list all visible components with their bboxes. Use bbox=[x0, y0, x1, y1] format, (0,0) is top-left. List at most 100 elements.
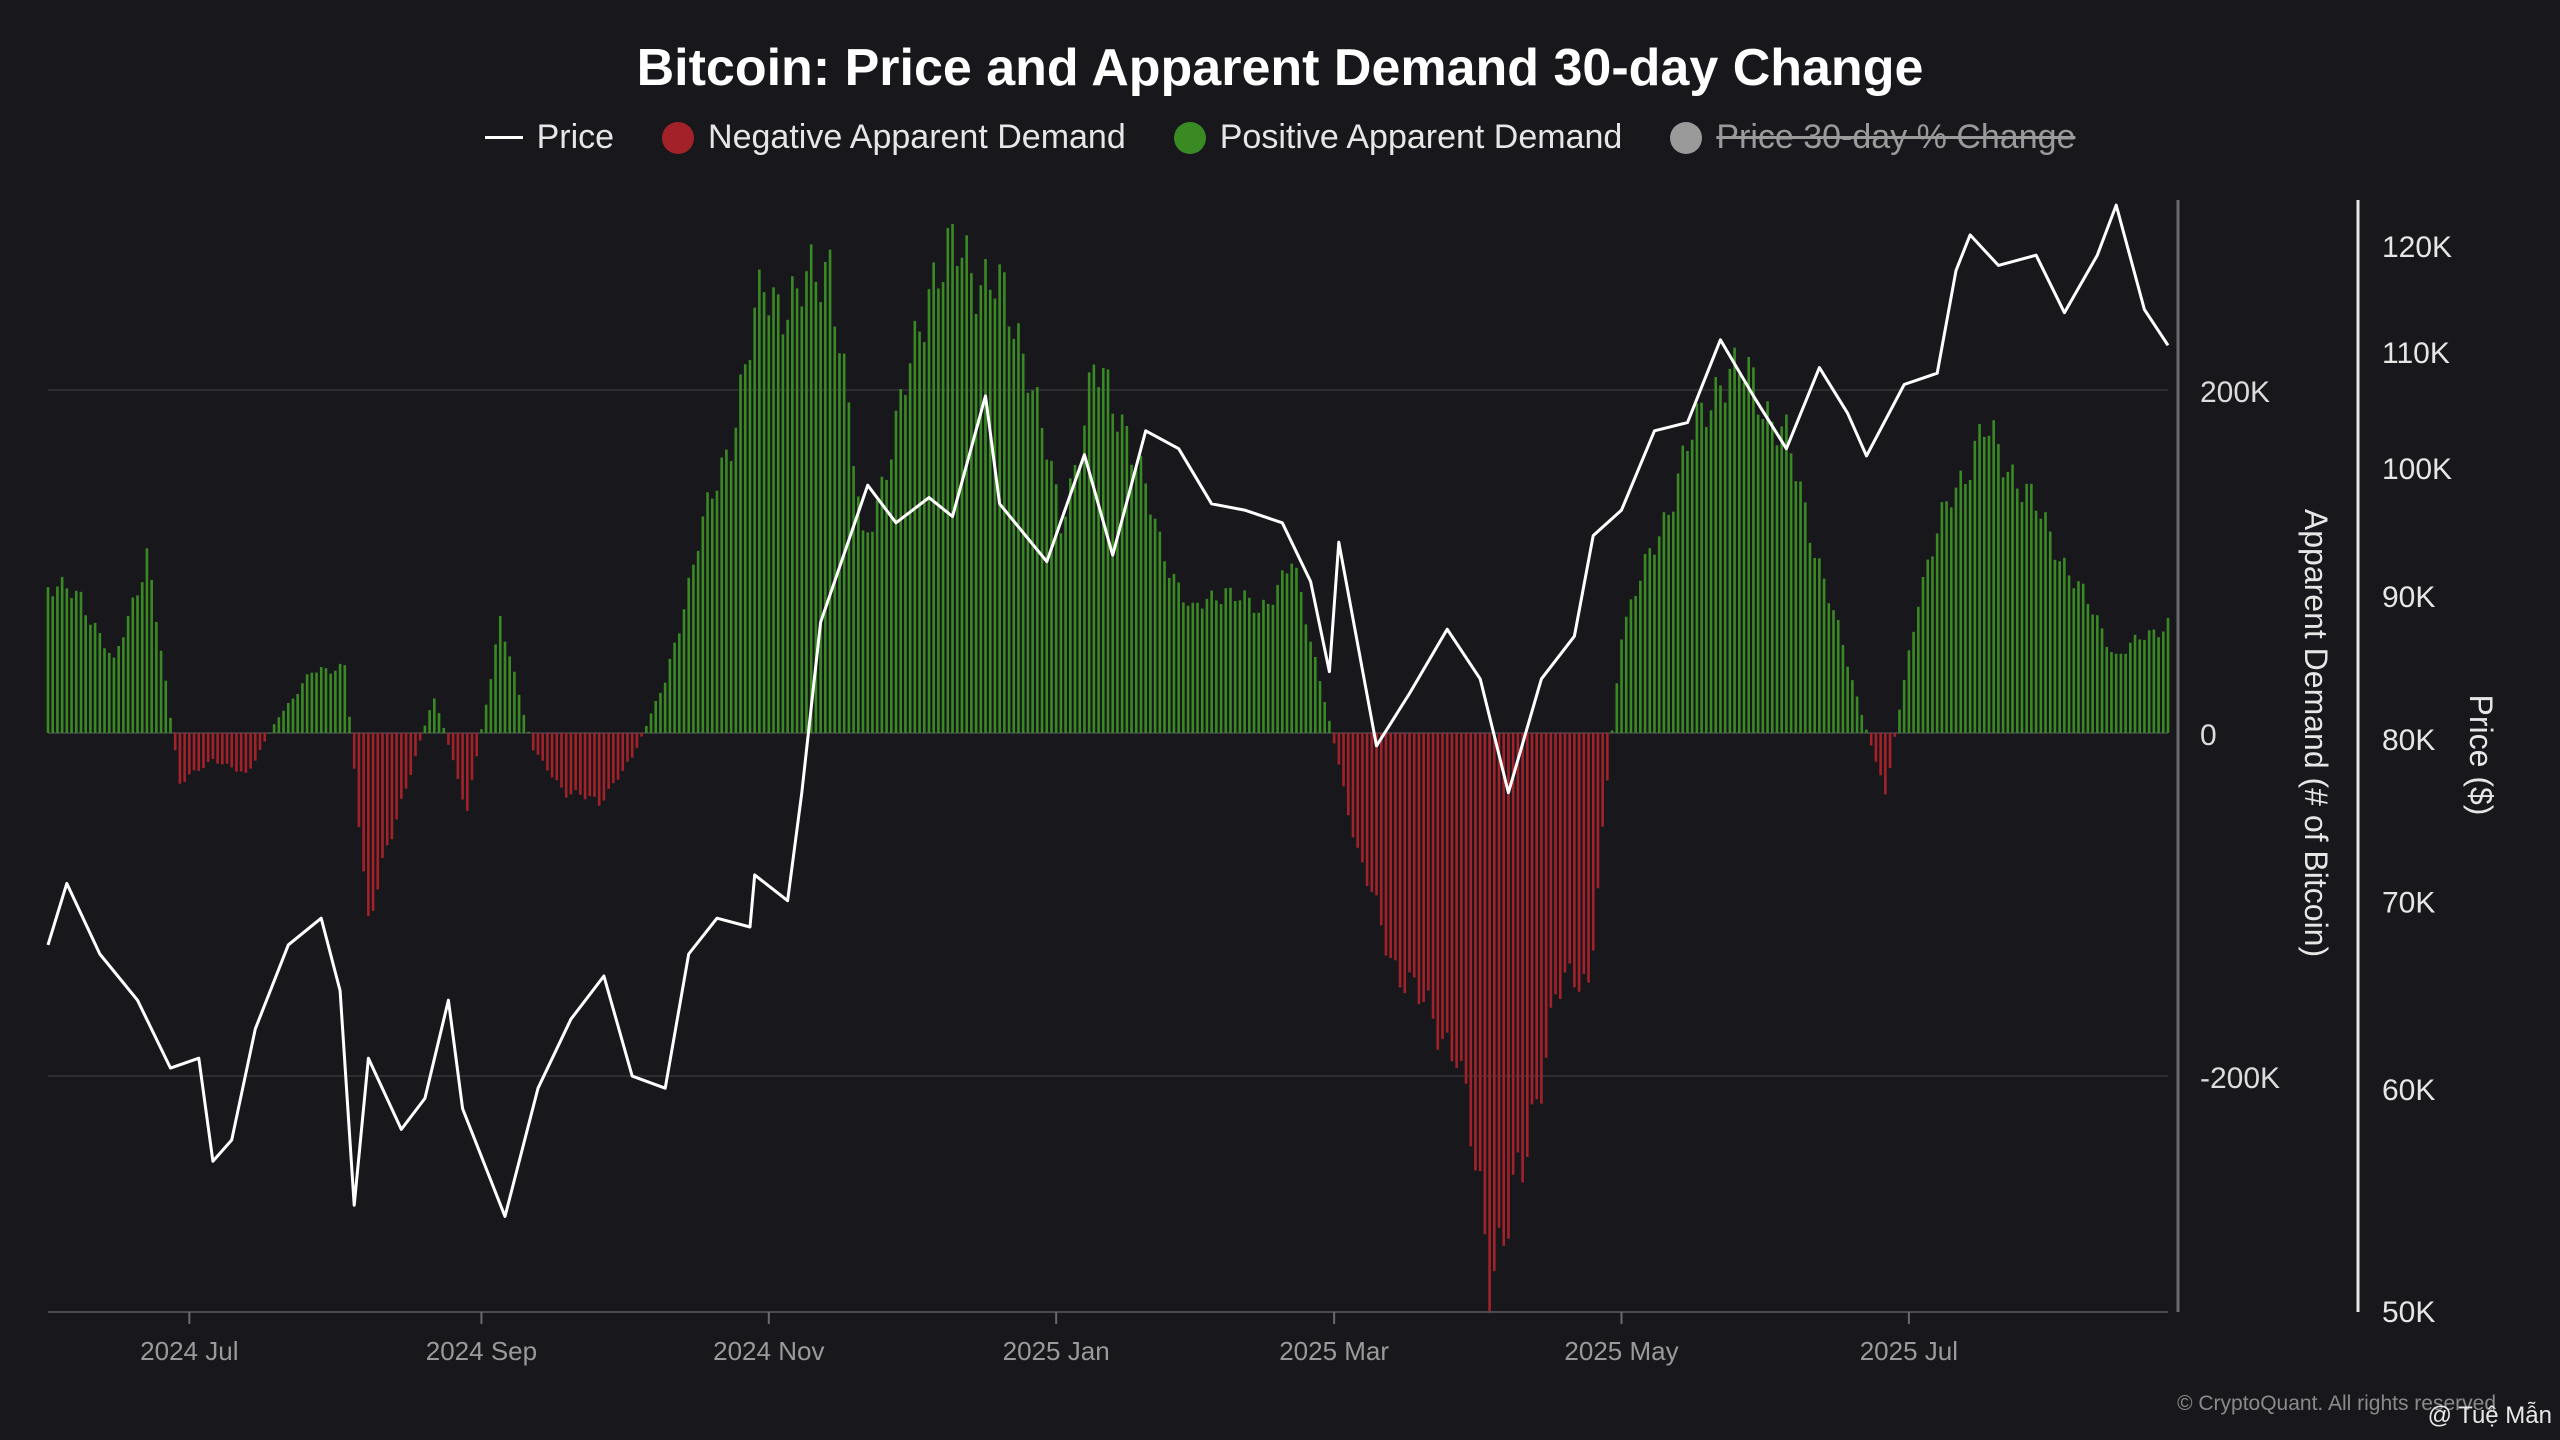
positive-demand-bar bbox=[1667, 514, 1670, 733]
negative-demand-bar bbox=[1535, 733, 1539, 1100]
positive-demand-bar bbox=[904, 394, 907, 733]
positive-demand-bar bbox=[1700, 402, 1703, 733]
positive-demand-bar bbox=[65, 588, 69, 733]
positive-demand-bar bbox=[984, 259, 987, 733]
positive-demand-bar bbox=[89, 624, 92, 733]
positive-demand-bar bbox=[1153, 518, 1157, 733]
negative-demand-bar bbox=[1474, 733, 1477, 1171]
positive-demand-bar bbox=[433, 698, 436, 733]
positive-demand-bar bbox=[2105, 646, 2109, 733]
positive-demand-bar bbox=[1714, 376, 1718, 733]
negative-demand-bar bbox=[1460, 733, 1463, 1061]
price-tick-label: 50K bbox=[2382, 1296, 2435, 1329]
positive-demand-bar bbox=[1945, 501, 1948, 733]
negative-demand-bar bbox=[1591, 733, 1595, 951]
positive-demand-bar bbox=[1747, 357, 1751, 733]
price-tick-label: 120K bbox=[2382, 231, 2452, 264]
positive-demand-bar bbox=[522, 714, 526, 733]
positive-demand-bar bbox=[1233, 601, 1237, 733]
positive-demand-bar bbox=[1949, 507, 1953, 733]
positive-demand-bar bbox=[1295, 567, 1298, 733]
positive-demand-bar bbox=[918, 331, 921, 733]
negative-demand-bar bbox=[1893, 733, 1897, 737]
positive-demand-bar bbox=[1686, 450, 1689, 733]
positive-demand-bar bbox=[852, 466, 855, 733]
positive-demand-bar bbox=[1822, 578, 1826, 733]
negative-demand-bar bbox=[550, 733, 554, 778]
positive-demand-bar bbox=[1144, 483, 1147, 733]
positive-demand-bar bbox=[1130, 464, 1133, 733]
positive-demand-bar bbox=[1865, 729, 1868, 733]
positive-demand-bar bbox=[1064, 516, 1067, 733]
negative-demand-bar bbox=[1563, 733, 1567, 973]
positive-demand-bar bbox=[2006, 471, 2010, 733]
positive-demand-bar bbox=[1158, 531, 1162, 733]
positive-demand-bar bbox=[1243, 590, 1246, 733]
negative-demand-bar bbox=[1375, 733, 1378, 896]
positive-demand-bar bbox=[673, 642, 676, 733]
negative-demand-bar bbox=[1884, 733, 1887, 795]
negative-demand-bar bbox=[1606, 733, 1609, 781]
positive-demand-bar bbox=[1097, 387, 1100, 733]
positive-demand-bar bbox=[1752, 367, 1755, 733]
negative-demand-bar bbox=[1464, 733, 1468, 1084]
positive-demand-bar bbox=[348, 716, 351, 733]
negative-demand-bar bbox=[357, 733, 361, 827]
positive-demand-bar bbox=[2077, 581, 2080, 733]
positive-demand-bar bbox=[2063, 557, 2066, 733]
positive-demand-bar bbox=[1200, 608, 1204, 733]
positive-demand-bar bbox=[1285, 573, 1289, 733]
positive-demand-bar bbox=[838, 353, 841, 733]
positive-demand-bar bbox=[1021, 353, 1025, 733]
positive-demand-bar bbox=[885, 479, 888, 733]
positive-demand-bar bbox=[301, 683, 304, 733]
positive-demand-bar bbox=[894, 410, 898, 733]
positive-demand-bar bbox=[725, 449, 728, 733]
negative-demand-bar bbox=[1394, 733, 1397, 961]
positive-demand-bar bbox=[1191, 602, 1195, 733]
positive-demand-bar bbox=[899, 389, 903, 733]
negative-demand-bar bbox=[1554, 733, 1557, 995]
positive-demand-bar bbox=[739, 374, 742, 733]
negative-demand-bar bbox=[1436, 733, 1440, 1050]
positive-demand-bar bbox=[687, 577, 691, 733]
legend-item-price-change[interactable]: Price 30-day % Change bbox=[1670, 118, 2075, 157]
positive-demand-bar bbox=[753, 307, 756, 733]
positive-demand-bar bbox=[1681, 445, 1685, 733]
positive-demand-bar bbox=[107, 652, 111, 733]
negative-demand-bar bbox=[1511, 733, 1515, 1175]
positive-demand-bar bbox=[159, 650, 163, 733]
positive-demand-bar bbox=[480, 729, 483, 733]
legend-item-negative-demand[interactable]: Negative Apparent Demand bbox=[662, 118, 1126, 157]
positive-demand-bar bbox=[1827, 603, 1831, 733]
positive-demand-bar bbox=[70, 598, 73, 733]
positive-demand-bar bbox=[1624, 616, 1628, 733]
negative-demand-bar bbox=[1379, 733, 1383, 926]
positive-demand-bar bbox=[1262, 599, 1265, 733]
negative-demand-bar bbox=[1389, 733, 1392, 958]
positive-demand-bar bbox=[937, 288, 940, 733]
positive-demand-bar bbox=[645, 725, 648, 733]
legend-item-positive-demand[interactable]: Positive Apparent Demand bbox=[1173, 118, 1622, 157]
negative-demand-bar bbox=[1540, 733, 1543, 1104]
legend-item-price[interactable]: Price bbox=[484, 118, 614, 157]
price-tick-label: 70K bbox=[2382, 887, 2435, 920]
positive-demand-bar bbox=[1907, 650, 1911, 733]
positive-demand-bar bbox=[1733, 347, 1736, 733]
positive-demand-bar bbox=[767, 315, 771, 733]
negative-demand-bar bbox=[1507, 733, 1510, 1239]
positive-demand-bar bbox=[1964, 484, 1967, 733]
negative-demand-bar bbox=[1408, 733, 1411, 973]
negative-demand-bar bbox=[621, 733, 625, 771]
negative-demand-bar bbox=[536, 733, 540, 755]
negative-demand-bar bbox=[253, 733, 257, 761]
positive-demand-bar bbox=[1940, 502, 1944, 733]
negative-demand-bar bbox=[1412, 733, 1416, 978]
positive-demand-bar bbox=[2161, 631, 2165, 733]
positive-demand-bar bbox=[979, 285, 983, 733]
positive-demand-bar bbox=[1813, 557, 1816, 733]
positive-demand-bar bbox=[2086, 603, 2090, 733]
positive-demand-bar bbox=[140, 582, 144, 733]
positive-demand-bar bbox=[786, 319, 789, 733]
positive-demand-bar bbox=[1653, 554, 1656, 733]
